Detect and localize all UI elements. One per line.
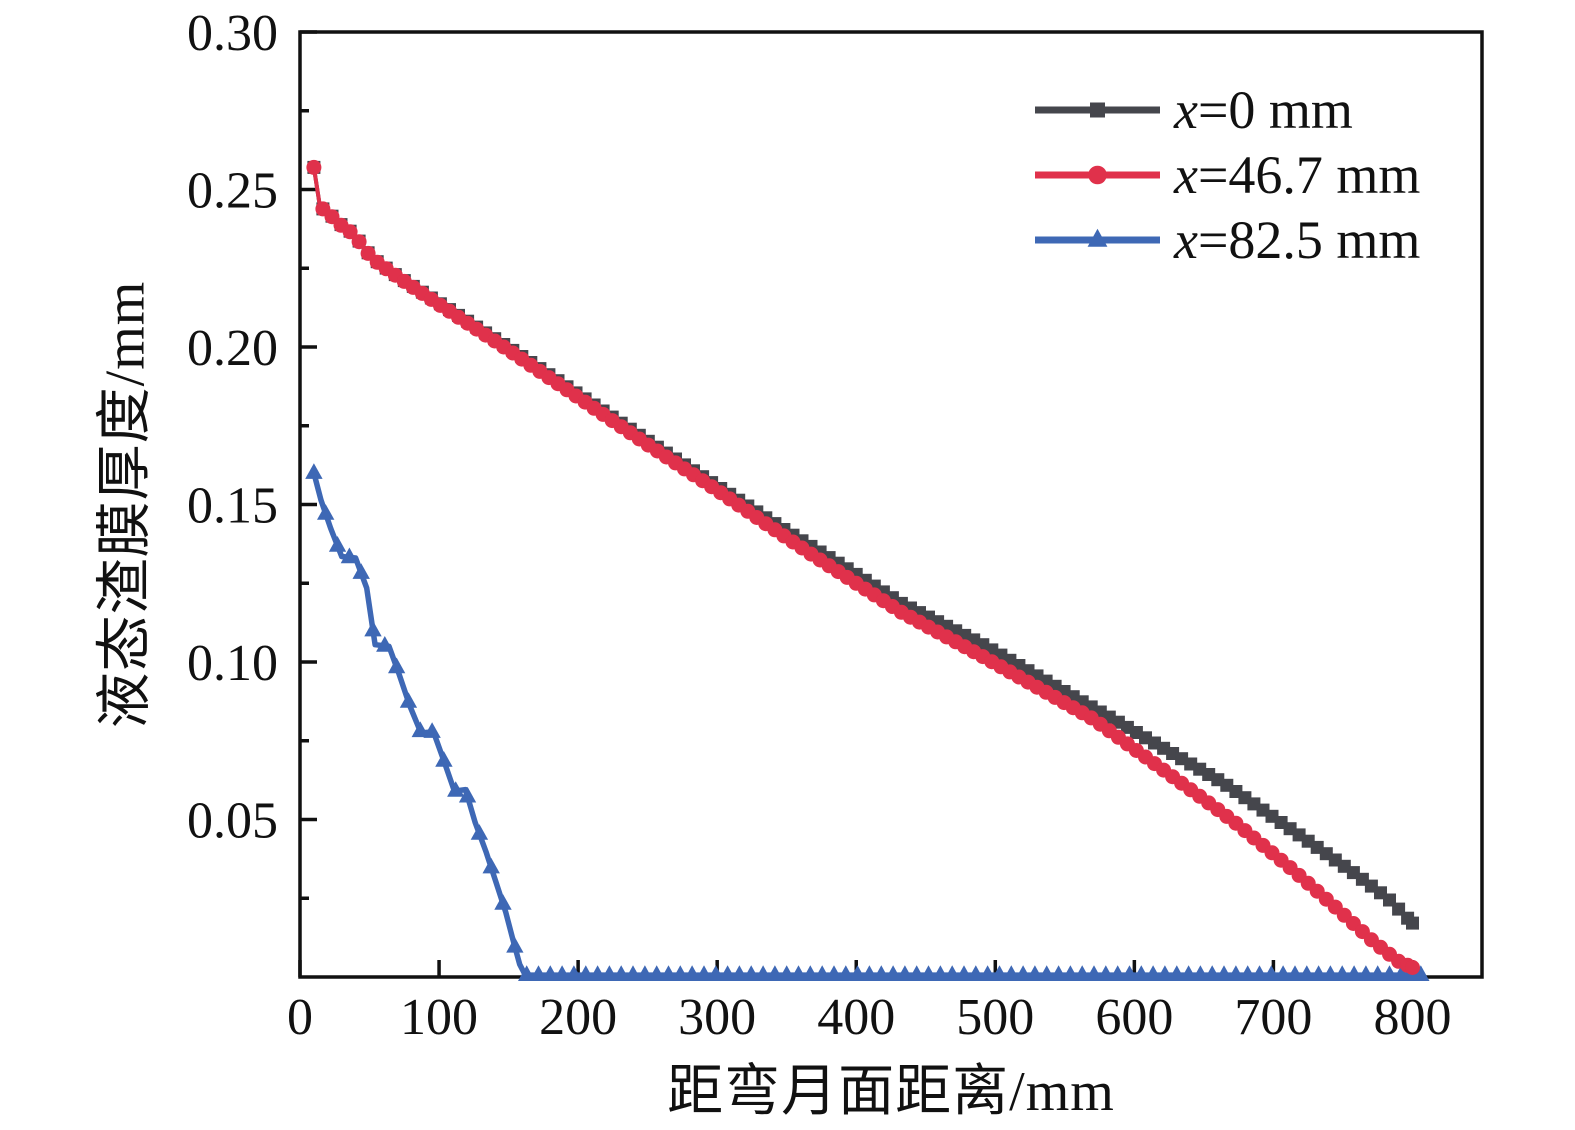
legend-item-2: x=82.5 mm	[1035, 210, 1420, 270]
svg-text:300: 300	[678, 989, 756, 1046]
svg-text:x=46.7 mm: x=46.7 mm	[1173, 145, 1420, 205]
x-axis-title: 距弯月面距离/mm	[667, 1061, 1115, 1123]
series-x-46.7-mm	[306, 159, 1420, 975]
svg-text:0.20: 0.20	[187, 320, 278, 377]
svg-text:0.05: 0.05	[187, 793, 278, 850]
svg-text:800: 800	[1373, 989, 1451, 1046]
svg-text:200: 200	[539, 989, 617, 1046]
svg-text:0.10: 0.10	[187, 635, 278, 692]
legend-item-1: x=46.7 mm	[1035, 145, 1420, 205]
svg-text:x=82.5 mm: x=82.5 mm	[1173, 210, 1420, 270]
svg-text:500: 500	[956, 989, 1034, 1046]
svg-text:600: 600	[1095, 989, 1173, 1046]
y-axis-ticks	[300, 30, 317, 900]
legend-item-0: x=0 mm	[1035, 80, 1353, 140]
y-axis-tick-labels: 0.05 0.10 0.15 0.20 0.25 0.30	[187, 5, 278, 850]
svg-text:100: 100	[400, 989, 478, 1046]
svg-text:400: 400	[817, 989, 895, 1046]
svg-text:0.30: 0.30	[187, 5, 278, 62]
svg-text:0.25: 0.25	[187, 163, 278, 220]
svg-text:x=0 mm: x=0 mm	[1173, 80, 1353, 140]
legend: x=0 mmx=46.7 mmx=82.5 mm	[1035, 80, 1420, 270]
series-x-82.5-mm	[305, 463, 1430, 981]
x-axis-tick-labels: 0 100 200 300 400 500 600 700 800	[287, 989, 1451, 1046]
svg-text:0: 0	[287, 989, 313, 1046]
y-axis-title: 液态渣膜厚度/mm	[94, 280, 157, 729]
svg-text:700: 700	[1234, 989, 1312, 1046]
y-axis-title-wrap: 液态渣膜厚度/mm	[70, 32, 170, 977]
svg-text:0.15: 0.15	[187, 478, 278, 535]
